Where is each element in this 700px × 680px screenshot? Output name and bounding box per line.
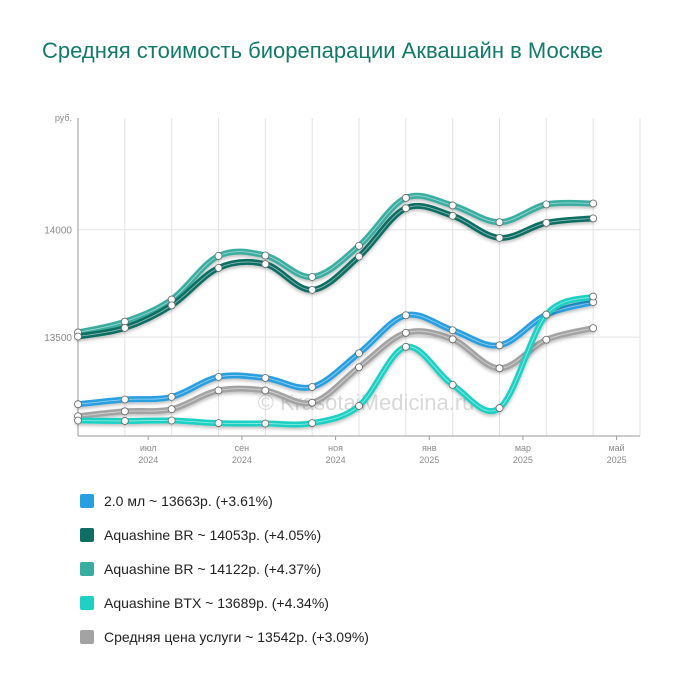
data-point[interactable]	[261, 251, 270, 260]
data-point[interactable]	[401, 204, 410, 213]
data-point[interactable]	[214, 373, 223, 381]
data-point[interactable]	[74, 332, 82, 341]
data-point[interactable]	[495, 233, 504, 242]
line-chart: 13500 14000 руб. июл 2024 сен 2024 ноя 2024 янв 20…	[44, 113, 641, 465]
x-tick-year: 2024	[232, 455, 252, 465]
legend-item[interactable]: Aquashine BR ~ 14053р. (+4.05%)	[80, 518, 369, 552]
y-tick-label: 13500	[44, 333, 72, 344]
legend-item[interactable]: Aquashine BR ~ 14122р. (+4.37%)	[80, 552, 369, 586]
data-point[interactable]	[120, 407, 129, 416]
legend-label: Aquashine BTX ~ 13689р. (+4.34%)	[104, 595, 329, 611]
x-tick-year: 2025	[607, 455, 627, 465]
data-point[interactable]	[74, 400, 82, 409]
data-point[interactable]	[308, 273, 317, 281]
legend-label: 2.0 мл ~ 13663р. (+3.61%)	[104, 493, 273, 509]
x-tick-month: сен	[235, 443, 250, 453]
data-point[interactable]	[308, 419, 317, 428]
data-point[interactable]	[542, 310, 551, 319]
data-point[interactable]	[214, 386, 223, 395]
series-points	[74, 194, 598, 428]
data-point[interactable]	[355, 252, 363, 261]
legend-label: Aquashine BR ~ 14053р. (+4.05%)	[104, 527, 322, 543]
series-line	[75, 202, 597, 340]
data-point[interactable]	[542, 218, 551, 227]
data-point[interactable]	[448, 380, 457, 389]
data-point[interactable]	[214, 252, 223, 260]
x-tick-month: янв	[422, 443, 437, 453]
data-point[interactable]	[542, 200, 551, 209]
legend-item[interactable]: Средняя цена услуги ~ 13542р. (+3.09%)	[80, 620, 369, 654]
data-point[interactable]	[448, 335, 457, 344]
data-point[interactable]	[308, 398, 317, 407]
data-point[interactable]	[589, 214, 598, 223]
grid	[77, 118, 641, 436]
legend: 2.0 мл ~ 13663р. (+3.61%) Aquashine BR ~ …	[80, 484, 369, 654]
data-point[interactable]	[261, 386, 270, 395]
chart-title: Средняя стоимость биорепарации Аквашайн …	[42, 38, 603, 63]
data-point[interactable]	[401, 342, 410, 351]
data-point[interactable]	[448, 211, 457, 220]
data-point[interactable]	[401, 311, 410, 320]
axes: 13500 14000 руб. июл 2024 сен 2024 ноя 2024 янв 20…	[44, 113, 640, 465]
data-point[interactable]	[448, 201, 457, 210]
legend-swatch	[80, 562, 94, 576]
data-point[interactable]	[495, 404, 504, 412]
x-tick-year: 2024	[326, 455, 346, 465]
data-point[interactable]	[308, 383, 317, 391]
data-point[interactable]	[214, 419, 223, 428]
data-point[interactable]	[261, 419, 270, 428]
legend-item[interactable]: Aquashine BTX ~ 13689р. (+4.34%)	[80, 586, 369, 620]
data-point[interactable]	[120, 417, 129, 425]
series-line-highlight	[77, 301, 594, 405]
data-point[interactable]	[355, 349, 363, 358]
data-point[interactable]	[214, 264, 223, 272]
data-point[interactable]	[355, 241, 363, 250]
data-point[interactable]	[495, 218, 504, 227]
legend-swatch	[80, 494, 94, 508]
x-tick-month: июл	[140, 443, 157, 453]
data-point[interactable]	[74, 416, 82, 425]
data-point[interactable]	[261, 260, 270, 269]
legend-label: Aquashine BR ~ 14122р. (+4.37%)	[104, 561, 322, 577]
data-point[interactable]	[401, 194, 410, 202]
data-point[interactable]	[589, 199, 598, 208]
data-point[interactable]	[167, 392, 176, 401]
data-point[interactable]	[167, 301, 176, 310]
data-point[interactable]	[542, 335, 551, 344]
data-point[interactable]	[261, 374, 270, 382]
data-point[interactable]	[355, 402, 363, 410]
data-point[interactable]	[495, 364, 504, 373]
data-point[interactable]	[167, 405, 176, 414]
legend-swatch	[80, 630, 94, 644]
legend-swatch	[80, 596, 94, 610]
legend-swatch	[80, 528, 94, 542]
x-tick-year: 2024	[138, 455, 158, 465]
x-tick-month: ноя	[328, 443, 343, 453]
data-point[interactable]	[589, 324, 598, 333]
data-point[interactable]	[589, 292, 598, 301]
data-point[interactable]	[120, 324, 129, 332]
y-tick-label: 14000	[44, 226, 72, 237]
x-tick-month: май	[608, 443, 624, 453]
legend-label: Средняя цена услуги ~ 13542р. (+3.09%)	[104, 629, 369, 645]
y-unit-label: руб.	[55, 113, 72, 123]
x-tick-year: 2025	[513, 455, 533, 465]
data-point[interactable]	[495, 341, 504, 350]
legend-item[interactable]: 2.0 мл ~ 13663р. (+3.61%)	[80, 484, 369, 518]
data-point[interactable]	[308, 285, 317, 294]
x-tick-month: мар	[515, 443, 531, 453]
series-line-highlight	[77, 327, 594, 417]
data-point[interactable]	[355, 363, 363, 372]
data-point[interactable]	[401, 328, 410, 337]
data-point[interactable]	[120, 395, 129, 404]
data-point[interactable]	[448, 326, 457, 335]
data-point[interactable]	[167, 416, 176, 425]
x-tick-year: 2025	[419, 455, 439, 465]
